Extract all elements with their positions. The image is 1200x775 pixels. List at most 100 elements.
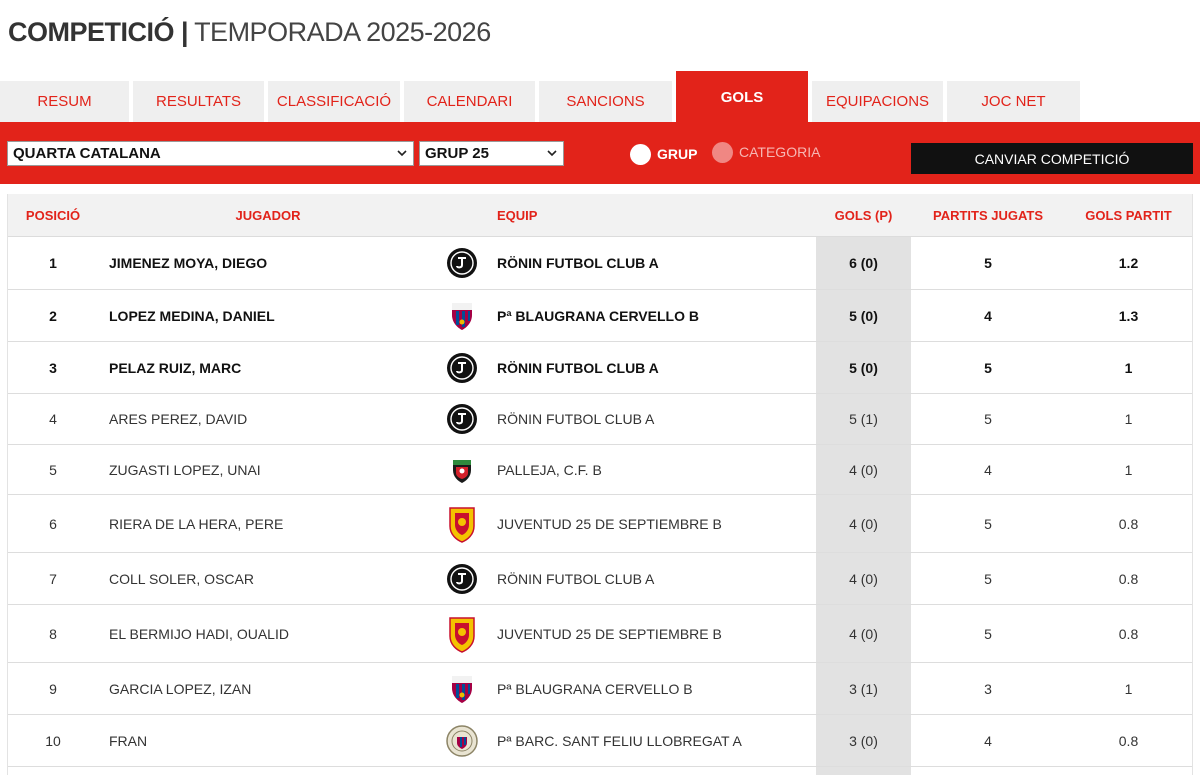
juventud-crest-icon — [449, 617, 475, 653]
table-row: 7 COLL SOLER, OSCAR RÖNIN FUTBOL CLUB A … — [8, 553, 1192, 605]
table-header: POSICIÓ JUGADOR EQUIP GOLS (P) PARTITS J… — [8, 194, 1192, 237]
row-goals: 3 (1) — [849, 680, 878, 697]
group-select[interactable]: GRUP 25 — [419, 141, 564, 166]
row-ratio: 1.3 — [1118, 307, 1139, 324]
tab-equipacions[interactable]: EQUIPACIONS — [812, 81, 943, 122]
row-team[interactable]: RÖNIN FUTBOL CLUB A — [497, 411, 655, 427]
row-team[interactable]: RÖNIN FUTBOL CLUB A — [497, 570, 655, 587]
table-row: 5 ZUGASTI LOPEZ, UNAI PALLEJA, C.F. B 4 … — [8, 445, 1192, 495]
row-team[interactable]: RÖNIN FUTBOL CLUB A — [497, 255, 659, 271]
header-ratio: GOLS PARTIT — [1085, 208, 1172, 223]
row-ratio: 0.8 — [1118, 570, 1139, 587]
row-ratio: 0.8 — [1118, 515, 1139, 532]
row-played: 5 — [984, 570, 992, 587]
row-player[interactable]: ZUGASTI LOPEZ, UNAI — [109, 461, 261, 478]
row-player[interactable]: RIERA DE LA HERA, PERE — [109, 515, 284, 532]
row-goals: 4 (0) — [849, 625, 878, 642]
row-goals: 3 (0) — [849, 732, 878, 749]
row-team[interactable]: JUVENTUD 25 DE SEPTIEMBRE B — [497, 625, 722, 642]
row-position: 8 — [49, 625, 57, 642]
table-row: 1 JIMENEZ MOYA, DIEGO RÖNIN FUTBOL CLUB … — [8, 237, 1192, 290]
tab-bar: RESUM RESULTATS CLASSIFICACIÓ CALENDARI … — [0, 71, 1200, 122]
tab-gols[interactable]: GOLS — [676, 71, 808, 122]
row-position: 1 — [49, 255, 57, 271]
row-played: 4 — [984, 732, 992, 749]
page-title-strong: COMPETICIÓ | — [8, 16, 189, 47]
table-row: 6 RIERA DE LA HERA, PERE JUVENTUD 25 DE … — [8, 495, 1192, 553]
table-row: 2 LOPEZ MEDINA, DANIEL Pª BLAUGRANA CERV… — [8, 290, 1192, 342]
radio-selected-icon — [630, 143, 651, 165]
palleja-crest-icon — [453, 460, 471, 483]
row-team[interactable]: JUVENTUD 25 DE SEPTIEMBRE B — [497, 515, 722, 532]
goals-column-highlight — [816, 237, 911, 775]
row-goals: 6 (0) — [849, 255, 878, 271]
header-player: JUGADOR — [235, 208, 301, 223]
chevron-down-icon — [397, 150, 407, 157]
row-ratio: 1.2 — [1118, 255, 1139, 271]
row-ratio: 0.8 — [1118, 732, 1139, 749]
row-ratio: 0.8 — [1118, 625, 1139, 642]
header-position: POSICIÓ — [25, 208, 81, 223]
row-position: 9 — [49, 680, 57, 697]
competition-select[interactable]: QUARTA CATALANA — [7, 141, 414, 166]
barca-crest-icon — [452, 676, 472, 703]
tab-resultats[interactable]: RESULTATS — [133, 81, 264, 122]
row-played: 4 — [984, 461, 992, 478]
row-position: 3 — [49, 359, 57, 376]
row-played: 5 — [984, 625, 992, 642]
row-goals: 5 (1) — [849, 411, 878, 427]
row-team[interactable]: Pª BLAUGRANA CERVELLO B — [497, 307, 699, 324]
row-played: 5 — [984, 411, 992, 427]
group-select-value: GRUP 25 — [425, 145, 489, 162]
change-competition-button[interactable]: CANVIAR COMPETICIÓ — [911, 143, 1193, 174]
row-position: 4 — [49, 411, 57, 427]
row-team[interactable]: RÖNIN FUTBOL CLUB A — [497, 359, 659, 376]
table-row: 8 EL BERMIJO HADI, OUALID JUVENTUD 25 DE… — [8, 605, 1192, 663]
row-player[interactable]: COLL SOLER, OSCAR — [109, 570, 254, 587]
juventud-crest-icon — [449, 507, 475, 543]
tab-calendari[interactable]: CALENDARI — [404, 81, 535, 122]
row-team[interactable]: Pª BARC. SANT FELIU LLOBREGAT A — [497, 732, 742, 749]
row-player[interactable]: LOPEZ MEDINA, DANIEL — [109, 307, 275, 324]
row-position: 10 — [45, 732, 61, 749]
row-position: 5 — [49, 461, 57, 478]
tab-joc-net[interactable]: JOC NET — [947, 81, 1080, 122]
row-player[interactable]: EL BERMIJO HADI, OUALID — [109, 625, 289, 642]
radio-categoria[interactable]: CATEGORIA — [712, 141, 820, 163]
row-goals: 4 (0) — [849, 570, 878, 587]
page-title: COMPETICIÓ | TEMPORADA 2025-2026 — [8, 14, 491, 50]
row-player[interactable]: PELAZ RUIZ, MARC — [109, 359, 242, 376]
scorers-table: POSICIÓ JUGADOR EQUIP GOLS (P) PARTITS J… — [7, 194, 1193, 775]
tab-classificacio[interactable]: CLASSIFICACIÓ — [268, 81, 400, 122]
radio-categoria-label: CATEGORIA — [739, 144, 821, 160]
radio-grup-label: GRUP — [657, 146, 698, 162]
row-player[interactable]: GARCIA LOPEZ, IZAN — [109, 680, 252, 697]
row-ratio: 1 — [1124, 461, 1133, 478]
row-position: 2 — [49, 307, 57, 324]
competition-select-value: QUARTA CATALANA — [13, 145, 161, 162]
ronin-badge-icon — [447, 564, 477, 594]
chevron-down-icon — [547, 150, 557, 157]
radio-unselected-icon — [712, 141, 733, 163]
row-played: 5 — [984, 359, 992, 376]
row-played: 5 — [984, 255, 992, 271]
ronin-badge-icon — [447, 248, 477, 278]
page-title-season: TEMPORADA 2025-2026 — [194, 16, 491, 47]
ronin-badge-icon — [447, 353, 477, 383]
tab-sancions[interactable]: SANCIONS — [539, 81, 672, 122]
row-goals: 4 (0) — [849, 461, 878, 478]
row-team[interactable]: PALLEJA, C.F. B — [497, 461, 602, 478]
row-player[interactable]: FRAN — [109, 732, 148, 749]
row-team[interactable]: Pª BLAUGRANA CERVELLO B — [497, 680, 693, 697]
header-played: PARTITS JUGATS — [932, 208, 1044, 223]
row-played: 3 — [984, 680, 992, 697]
table-row: 4 ARES PEREZ, DAVID RÖNIN FUTBOL CLUB A … — [8, 394, 1192, 445]
row-goals: 5 (0) — [849, 359, 878, 376]
row-goals: 5 (0) — [849, 307, 878, 324]
radio-grup[interactable]: GRUP — [630, 143, 697, 165]
row-player[interactable]: ARES PEREZ, DAVID — [109, 411, 248, 427]
ronin-badge-icon — [447, 404, 477, 434]
tab-resum[interactable]: RESUM — [0, 81, 129, 122]
row-player[interactable]: JIMENEZ MOYA, DIEGO — [109, 255, 268, 271]
table-row: 10 FRAN Pª BARC. SANT FELIU LLOBREGAT A … — [8, 715, 1192, 767]
